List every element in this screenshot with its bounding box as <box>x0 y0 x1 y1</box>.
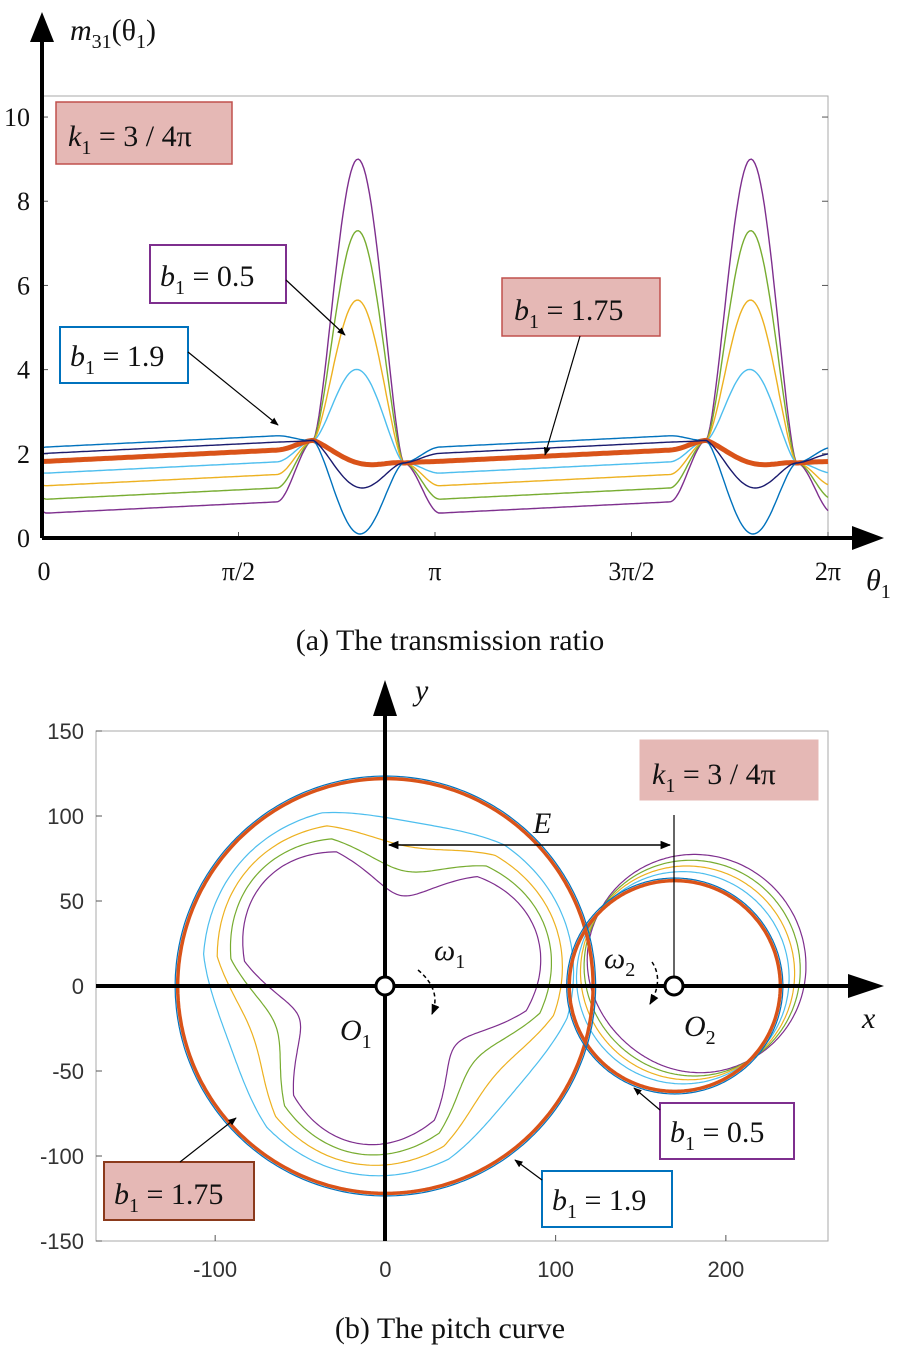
x-axis-arrow-b <box>848 974 884 998</box>
x-tick-label-b: 200 <box>708 1257 745 1282</box>
y-axis-arrow-a <box>30 12 54 42</box>
x-tick-label-b: 100 <box>537 1257 574 1282</box>
y-axis-label-a: m31(θ1) <box>70 14 156 53</box>
x-tick-label-a: 0 <box>38 557 51 586</box>
series-line-a-1_9 <box>41 435 829 535</box>
y-axis-label-b: y <box>412 674 429 707</box>
y-tick-label-a: 6 <box>17 271 30 300</box>
b1-19-box-b: b1 = 1.9 <box>541 1170 673 1228</box>
omega1-rotation-arrow <box>417 969 440 1015</box>
caption-b: (b) The pitch curve <box>335 1312 565 1345</box>
svg-text:b1 = 1.9: b1 = 1.9 <box>552 1184 646 1223</box>
plot-frame-a <box>41 95 829 539</box>
b1-05-pointer-b <box>633 1087 661 1111</box>
pitch-curve-chart: 150 100 50 0 -50 -100 -150 -100 0 100 200 y x O1 O… <box>40 674 884 1345</box>
caption-a: (a) The transmission ratio <box>296 624 605 657</box>
series-line-a-1_75 <box>41 437 829 468</box>
series-line-a-0_5 <box>41 158 829 514</box>
label-E: E <box>532 807 551 840</box>
series-line-a-extra <box>41 439 829 489</box>
svg-text:b1 = 1.75: b1 = 1.75 <box>114 1178 223 1217</box>
b1-19-pointer-a <box>187 351 279 426</box>
k1-box-a: k1 = 3 / 4π <box>55 101 233 165</box>
y-tick-label-a: 4 <box>17 356 30 385</box>
y-tick-label-b: -100 <box>40 1144 84 1169</box>
b1-19-pointer-b <box>514 1159 543 1181</box>
y-tick-label-a: 10 <box>4 103 30 132</box>
y-tick-label-a: 8 <box>17 187 30 216</box>
y-tick-label-b: -50 <box>52 1059 84 1084</box>
omega2-rotation-arrow <box>649 961 659 1005</box>
x-tick-label-a: π <box>428 557 441 586</box>
y-tick-label-b: -150 <box>40 1229 84 1254</box>
center-O2 <box>663 975 685 997</box>
y-tick-label-b: 100 <box>47 804 84 829</box>
b1-175-box-b: b1 = 1.75 <box>103 1161 255 1221</box>
x-tick-label-a: 3π/2 <box>608 557 654 586</box>
series-line-a-1_1 <box>41 299 829 487</box>
b1-175-pointer-b <box>179 1117 237 1163</box>
y-tick-label-b: 150 <box>47 719 84 744</box>
x-axis-label-b: x <box>861 1002 876 1035</box>
x-tick-label-a: 2π <box>815 557 841 586</box>
k1-box-b: k1 = 3 / 4π <box>639 739 819 801</box>
label-O2: O2 <box>684 1010 716 1049</box>
x-tick-label-a: π/2 <box>222 557 255 586</box>
b1-05-pointer-a <box>285 279 346 336</box>
svg-text:b1 = 0.5: b1 = 0.5 <box>670 1116 764 1155</box>
b1-19-box-a: b1 = 1.9 <box>59 326 189 384</box>
x-axis-label-a: θ1 <box>866 564 891 603</box>
b1-05-box-b: b1 = 0.5 <box>659 1102 795 1160</box>
label-omega1: ω1 <box>434 934 465 973</box>
b1-175-box-a: b1 = 1.75 <box>501 277 661 337</box>
x-tick-label-b: -100 <box>193 1257 237 1282</box>
label-omega2: ω2 <box>604 942 635 981</box>
label-O1: O1 <box>340 1014 372 1053</box>
series-line-a-0_8 <box>41 229 829 500</box>
svg-text:b1 = 1.75: b1 = 1.75 <box>514 294 623 333</box>
y-axis-arrow-b <box>373 680 397 716</box>
svg-text:b1 = 0.5: b1 = 0.5 <box>160 260 254 299</box>
b1-05-box-a: b1 = 0.5 <box>149 244 287 304</box>
y-tick-label-a: 2 <box>17 440 30 469</box>
svg-text:b1 = 1.9: b1 = 1.9 <box>70 340 164 379</box>
svg-text:k1 = 3 / 4π: k1 = 3 / 4π <box>68 120 192 159</box>
x-axis-arrow-a <box>852 526 884 550</box>
transmission-ratio-chart: 0 2 4 6 8 10 0 π/2 π 3π/2 2π m31(θ1) θ1 k1 = 3 / 4… <box>4 12 891 657</box>
b1-175-pointer-a <box>543 335 581 456</box>
y-tick-label-a: 0 <box>17 524 30 553</box>
x-tick-label-b: 0 <box>379 1257 391 1282</box>
center-O1 <box>374 975 396 997</box>
y-tick-label-b: 0 <box>72 974 84 999</box>
y-tick-label-b: 50 <box>60 889 84 914</box>
svg-text:k1 = 3 / 4π: k1 = 3 / 4π <box>652 758 776 797</box>
